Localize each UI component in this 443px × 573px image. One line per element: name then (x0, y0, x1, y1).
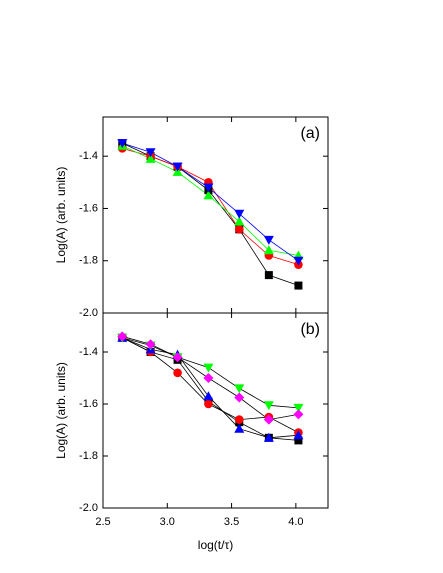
y-tick-label: -1.4 (79, 150, 98, 162)
marker (203, 190, 214, 200)
marker (263, 414, 274, 425)
x-tick-label: 3.5 (224, 516, 239, 528)
marker (234, 384, 245, 394)
y-tick-label: -1.6 (79, 202, 98, 214)
x-axis-label: log(t/τ) (198, 538, 233, 552)
marker (294, 436, 303, 445)
y-axis-label: Log(A) (arb. units) (54, 362, 68, 459)
panel-label: (b) (300, 321, 320, 338)
marker (172, 352, 183, 363)
marker (234, 392, 245, 403)
marker (203, 183, 214, 193)
marker (234, 216, 245, 226)
marker (264, 271, 273, 280)
x-tick-label: 2.5 (95, 516, 110, 528)
marker (234, 423, 245, 433)
marker (203, 373, 214, 383)
y-tick-label: -2.0 (79, 307, 98, 319)
y-axis-label: Log(A) (arb. units) (54, 167, 68, 264)
marker (263, 432, 274, 442)
marker (293, 409, 304, 420)
marker (293, 256, 304, 266)
marker (234, 209, 245, 219)
x-tick-label: 4.0 (288, 516, 303, 528)
series-line (122, 142, 299, 286)
marker (204, 399, 213, 409)
marker (145, 153, 156, 163)
y-tick-label: -1.8 (79, 255, 98, 267)
marker (263, 245, 274, 255)
plot-frame (102, 116, 329, 314)
marker (117, 331, 128, 342)
marker (263, 401, 274, 411)
marker (293, 403, 304, 413)
marker (234, 415, 244, 424)
panel-label: (a) (300, 125, 320, 142)
marker (145, 339, 156, 350)
x-tick-label: 3.0 (160, 516, 175, 528)
y-tick-label: -1.8 (79, 450, 98, 462)
marker (293, 430, 304, 440)
y-tick-label: -1.4 (79, 346, 98, 358)
y-tick-label: -1.6 (79, 398, 98, 410)
plot-frame (102, 312, 329, 509)
series-line (122, 147, 299, 266)
marker (117, 139, 128, 149)
marker (294, 281, 303, 290)
y-tick-label: -2.0 (79, 502, 98, 514)
marker (173, 368, 182, 378)
marker (234, 225, 244, 234)
marker (203, 363, 214, 373)
marker (203, 391, 214, 401)
marker (263, 235, 274, 245)
marker (145, 148, 156, 158)
marker (172, 162, 183, 172)
